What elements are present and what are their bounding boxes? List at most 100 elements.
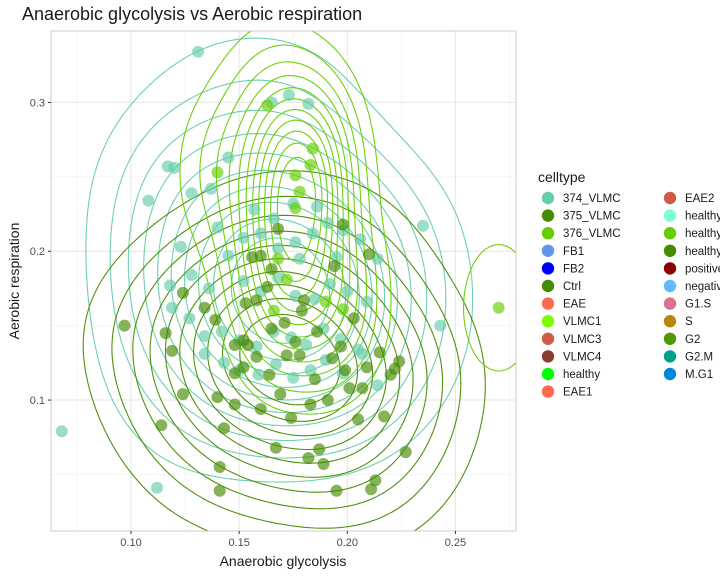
point-374_VLMC bbox=[218, 356, 230, 369]
point-376_VLMC bbox=[306, 142, 319, 155]
point-375_VLMC bbox=[304, 398, 317, 411]
point-375_VLMC bbox=[298, 294, 310, 307]
point-374_VLMC bbox=[306, 227, 319, 240]
point-374_VLMC bbox=[215, 325, 228, 338]
legend-label: healthy3 bbox=[685, 246, 720, 258]
point-375_VLMC bbox=[254, 403, 267, 415]
x-axis-ticks: 0.10 0.15 0.20 0.25 bbox=[120, 531, 466, 549]
legend-label: negative bbox=[685, 281, 720, 293]
point-375_VLMC bbox=[289, 336, 302, 348]
point-376_VLMC bbox=[319, 295, 332, 308]
point-374_VLMC bbox=[168, 161, 181, 174]
y-tick-label: 0.2 bbox=[30, 246, 45, 258]
point-376_VLMC bbox=[492, 301, 505, 314]
point-374_VLMC bbox=[293, 252, 306, 265]
point-376_VLMC bbox=[280, 273, 293, 286]
point-375_VLMC bbox=[211, 391, 224, 404]
point-375_VLMC bbox=[198, 301, 211, 314]
legend: 374_VLMC 375_VLMC 376_VLMC FB1 FB2 Ctrl EAE VLM… bbox=[541, 191, 720, 399]
plot-border bbox=[50, 30, 517, 532]
point-375_VLMC bbox=[360, 361, 373, 374]
point-374_VLMC bbox=[272, 242, 285, 255]
point-375_VLMC bbox=[239, 297, 252, 310]
legend-label: VLMC1 bbox=[563, 316, 601, 328]
point-375_VLMC bbox=[261, 281, 274, 293]
point-374_VLMC bbox=[252, 368, 265, 381]
point-375_VLMC bbox=[263, 368, 276, 381]
point-374_VLMC bbox=[354, 233, 367, 246]
legend-title: celltype bbox=[538, 169, 586, 185]
point-375_VLMC bbox=[265, 322, 278, 335]
point-375_VLMC bbox=[250, 350, 263, 363]
legend-label: 374_VLMC bbox=[563, 193, 621, 205]
legend-label: healthy1 bbox=[685, 211, 720, 223]
legend-label: Ctrl bbox=[563, 281, 581, 293]
contour-375_VLMC bbox=[82, 170, 486, 532]
point-375_VLMC bbox=[274, 388, 287, 401]
plot-frame bbox=[50, 30, 517, 532]
legend-key bbox=[541, 297, 555, 310]
point-375_VLMC bbox=[241, 339, 254, 351]
legend-label: M.G1 bbox=[685, 369, 713, 381]
contour-375_VLMC bbox=[149, 230, 428, 493]
point-375_VLMC bbox=[285, 411, 298, 424]
point-375_VLMC bbox=[317, 458, 330, 470]
point-374_VLMC bbox=[211, 221, 224, 234]
legend-key bbox=[663, 209, 677, 222]
point-375_VLMC bbox=[365, 483, 378, 496]
chart-title: Anaerobic glycolysis vs Aerobic respirat… bbox=[22, 4, 362, 24]
point-375_VLMC bbox=[254, 249, 267, 262]
y-tick-label: 0.1 bbox=[30, 395, 45, 407]
point-375_VLMC bbox=[295, 304, 308, 317]
point-375_VLMC bbox=[166, 344, 179, 357]
point-374_VLMC bbox=[205, 182, 217, 195]
point-375_VLMC bbox=[272, 222, 285, 235]
legend-key bbox=[663, 315, 677, 328]
point-375_VLMC bbox=[213, 461, 226, 473]
point-374_VLMC bbox=[237, 231, 250, 244]
point-376_VLMC bbox=[289, 202, 302, 215]
point-374_VLMC bbox=[434, 319, 447, 332]
point-375_VLMC bbox=[308, 373, 321, 386]
contour-375_VLMC bbox=[193, 271, 387, 451]
point-375_VLMC bbox=[328, 260, 341, 273]
point-374_VLMC bbox=[302, 97, 315, 110]
legend-label: G2 bbox=[685, 334, 700, 346]
legend-key bbox=[663, 244, 677, 257]
point-376_VLMC bbox=[289, 169, 302, 182]
legend-label: healthy bbox=[563, 369, 600, 381]
point-374_VLMC bbox=[248, 203, 261, 216]
point-374_VLMC bbox=[174, 240, 187, 253]
point-375_VLMC bbox=[209, 313, 222, 326]
legend-key bbox=[541, 385, 555, 398]
legend-key bbox=[663, 227, 677, 240]
point-376_VLMC bbox=[293, 185, 306, 198]
point-374_VLMC bbox=[308, 292, 321, 305]
legend-label: EAE1 bbox=[563, 387, 592, 399]
point-375_VLMC bbox=[176, 286, 189, 299]
x-tick-label: 0.15 bbox=[228, 537, 249, 549]
legend-key bbox=[663, 191, 677, 205]
legend-label: positive bbox=[685, 263, 720, 275]
point-375_VLMC bbox=[159, 327, 172, 340]
point-375_VLMC bbox=[378, 410, 391, 423]
point-374_VLMC bbox=[142, 194, 155, 207]
point-375_VLMC bbox=[393, 355, 406, 368]
legend-label: G2.M bbox=[685, 351, 713, 363]
legend-key bbox=[541, 367, 555, 381]
point-375_VLMC bbox=[278, 316, 291, 329]
legend-key bbox=[541, 227, 555, 240]
point-375_VLMC bbox=[321, 394, 334, 406]
legend-label: FB2 bbox=[563, 263, 584, 275]
point-374_VLMC bbox=[164, 279, 176, 292]
point-375_VLMC bbox=[176, 388, 189, 401]
point-374_VLMC bbox=[311, 200, 323, 213]
x-axis-title: Anaerobic glycolysis bbox=[220, 553, 347, 569]
point-375_VLMC bbox=[347, 312, 360, 325]
point-376_VLMC bbox=[337, 303, 349, 316]
point-374_VLMC bbox=[417, 219, 429, 232]
point-375_VLMC bbox=[228, 398, 241, 411]
legend-key bbox=[541, 191, 555, 205]
point-375_VLMC bbox=[228, 367, 241, 380]
point-375_VLMC bbox=[330, 484, 343, 497]
